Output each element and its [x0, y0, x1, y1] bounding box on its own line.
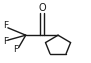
Text: F: F: [13, 45, 18, 54]
Text: F: F: [3, 21, 8, 30]
Text: F: F: [3, 37, 8, 46]
Text: O: O: [38, 3, 46, 13]
